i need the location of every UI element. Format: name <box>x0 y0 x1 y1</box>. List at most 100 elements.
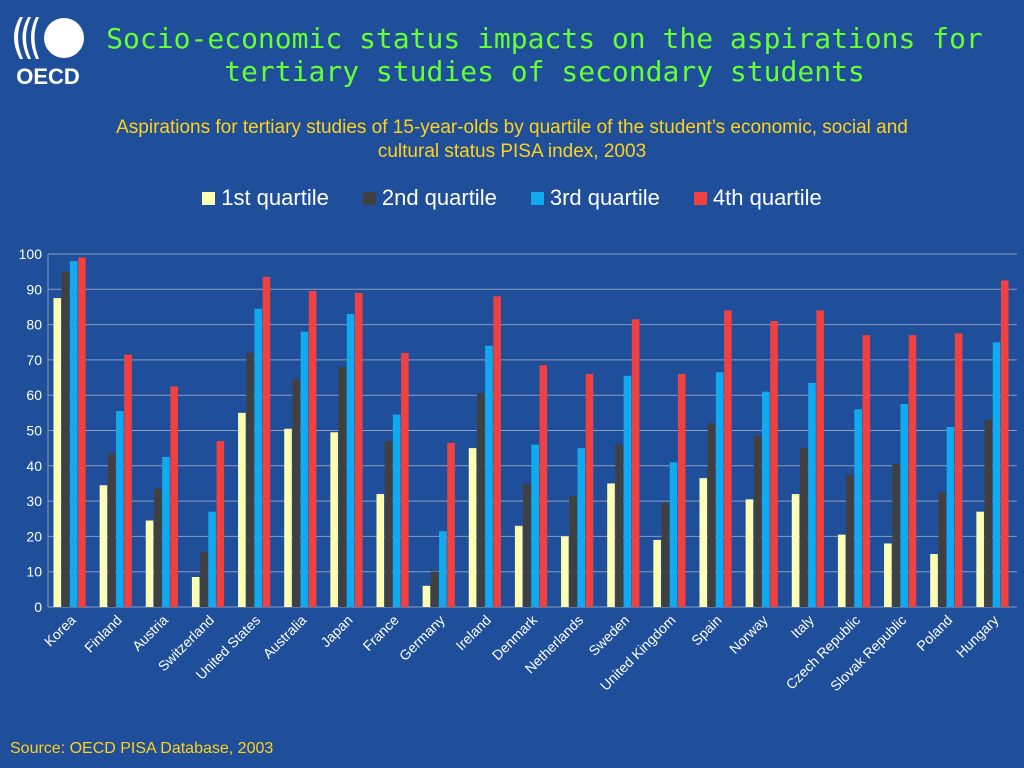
title-line-2: tertiary studies of secondary students <box>224 55 865 88</box>
x-tick-label-ireland: Ireland <box>452 612 494 654</box>
subtitle-line-2: cultural status PISA index, 2003 <box>377 141 647 162</box>
bar-norway-q4 <box>770 321 778 607</box>
legend-swatch-q2 <box>362 191 376 205</box>
bar-czech-republic-q2 <box>846 474 854 607</box>
legend-swatch-q3 <box>530 191 544 205</box>
bar-japan-q4 <box>354 292 363 607</box>
bar-poland-q1 <box>930 554 938 607</box>
bar-spain-q2 <box>707 423 716 607</box>
bar-austria-q1 <box>145 520 154 607</box>
bar-spain-q1 <box>699 478 708 607</box>
legend-item-q2: 2nd quartile <box>362 183 497 213</box>
oecd-logo: OECD <box>14 17 84 88</box>
legend-swatch-q4 <box>693 191 707 205</box>
title-line-1: Socio-economic status impacts on the asp… <box>106 22 983 55</box>
bar-japan-q2 <box>338 366 347 607</box>
bar-czech-republic-q3 <box>854 409 862 607</box>
bar-france-q3 <box>392 414 401 607</box>
bar-korea-q3 <box>69 261 78 607</box>
x-tick-label-finland: Finland <box>81 612 125 656</box>
bar-norway-q3 <box>762 391 770 607</box>
bar-finland-q3 <box>116 411 124 607</box>
bar-poland-q4 <box>954 333 963 607</box>
bar-sweden-q2 <box>615 444 624 607</box>
bar-sweden-q3 <box>623 375 632 607</box>
bar-czech-republic-q4 <box>862 335 871 607</box>
bar-poland-q2 <box>938 492 947 607</box>
bar-finland-q4 <box>124 354 132 607</box>
bar-netherlands-q2 <box>569 495 577 607</box>
bar-hungary-q1 <box>976 511 984 607</box>
subtitle-line-1: Aspirations for tertiary studies of 15-y… <box>116 117 908 138</box>
bar-germany-q1 <box>422 585 431 607</box>
bar-denmark-q1 <box>514 525 523 607</box>
x-tick-label-korea: Korea <box>41 612 79 650</box>
bar-italy-q1 <box>791 494 800 607</box>
bar-czech-republic-q1 <box>837 534 846 607</box>
bar-switzerland-q3 <box>208 511 216 607</box>
bar-poland-q3 <box>946 426 955 607</box>
bar-ireland-q2 <box>476 393 485 607</box>
bar-ireland-q1 <box>468 448 477 607</box>
bar-ireland-q3 <box>485 345 493 607</box>
legend-label-q1: 1st quartile <box>221 185 329 210</box>
bar-austria-q3 <box>162 456 170 607</box>
x-tick-label-austria: Austria <box>129 612 171 654</box>
y-tick-label-30: 30 <box>26 493 42 509</box>
bar-sweden-q4 <box>631 319 640 607</box>
bar-korea-q1 <box>53 298 62 607</box>
x-tick-label-australia: Australia <box>260 612 310 662</box>
bar-norway-q1 <box>745 499 754 607</box>
bar-netherlands-q1 <box>561 536 569 607</box>
bar-slovak-republic-q1 <box>884 543 892 607</box>
bar-japan-q3 <box>346 314 355 607</box>
bar-australia-q3 <box>300 331 309 607</box>
legend-label-q3: 3rd quartile <box>549 185 660 210</box>
bar-netherlands-q4 <box>585 374 594 607</box>
bar-italy-q3 <box>808 382 816 607</box>
bar-italy-q4 <box>816 310 824 607</box>
bar-denmark-q4 <box>539 365 548 607</box>
x-tick-label-hungary: Hungary <box>953 612 1002 661</box>
bar-united-kingdom-q2 <box>661 502 670 607</box>
bar-united-kingdom-q4 <box>677 374 686 607</box>
bar-slovak-republic-q2 <box>892 464 900 607</box>
bar-hungary-q4 <box>1000 280 1009 607</box>
chart-subtitle: Aspirations for tertiary studies of 15-y… <box>10 116 1014 164</box>
bar-australia-q4 <box>308 291 317 607</box>
bar-austria-q4 <box>170 386 178 607</box>
legend-swatch-q1 <box>202 191 216 205</box>
y-tick-label-20: 20 <box>26 528 42 544</box>
y-tick-label-100: 100 <box>19 246 43 262</box>
bar-united-kingdom-q3 <box>669 462 678 607</box>
bar-france-q1 <box>376 494 385 607</box>
bar-denmark-q2 <box>523 483 531 607</box>
bar-switzerland-q1 <box>191 576 200 607</box>
x-tick-label-germany: Germany <box>396 612 448 664</box>
bar-korea-q4 <box>78 257 86 607</box>
y-tick-label-60: 60 <box>26 387 42 403</box>
bar-slovak-republic-q4 <box>908 335 917 607</box>
x-tick-label-sweden: Sweden <box>585 612 632 659</box>
bar-hungary-q2 <box>984 419 993 607</box>
bar-spain-q3 <box>715 372 724 607</box>
bar-japan-q1 <box>330 432 338 607</box>
legend-item-q1: 1st quartile <box>202 183 329 213</box>
y-tick-label-40: 40 <box>26 458 42 474</box>
bar-switzerland-q2 <box>200 552 208 607</box>
legend-item-q3: 3rd quartile <box>530 183 660 213</box>
bar-korea-q2 <box>61 271 70 607</box>
bar-slovak-republic-q3 <box>900 404 909 607</box>
bar-hungary-q3 <box>992 342 1001 607</box>
y-tick-label-90: 90 <box>26 281 42 297</box>
bar-norway-q2 <box>753 435 762 607</box>
bar-ireland-q4 <box>493 296 501 607</box>
legend-label-q4: 4th quartile <box>712 185 822 210</box>
bar-netherlands-q3 <box>577 448 586 607</box>
y-tick-label-50: 50 <box>26 423 42 439</box>
bar-italy-q2 <box>799 448 808 607</box>
bar-united-states-q1 <box>238 412 246 607</box>
chart-legend: 1st quartile 2nd quartile 3rd quartile 4… <box>0 183 1024 213</box>
page-title: Socio-economic status impacts on the asp… <box>95 22 994 88</box>
bar-australia-q2 <box>292 379 301 607</box>
